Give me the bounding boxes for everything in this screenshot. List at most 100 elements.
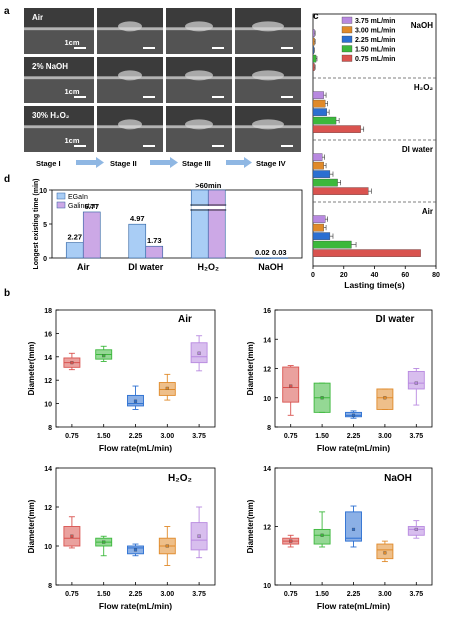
bar — [312, 91, 324, 99]
droplet — [252, 21, 284, 32]
droplet — [185, 119, 213, 130]
y-tick-label: 14 — [263, 337, 271, 344]
group-label: H₂O₂ — [414, 83, 434, 92]
bar — [190, 189, 209, 259]
scale-bar — [74, 145, 86, 147]
x-tick-label: 1.50 — [97, 591, 111, 598]
mean-marker — [165, 386, 169, 390]
box — [407, 370, 425, 390]
bar — [82, 211, 101, 259]
mean-marker — [165, 544, 169, 548]
legend-swatch — [56, 192, 66, 200]
panel-b-box-plots: 8 10 12 14 16 18 Diameter(mm) Flow rate(mL/min)… — [27, 308, 433, 611]
legend-swatch — [341, 16, 353, 24]
mean-marker — [70, 534, 74, 538]
scale-bar — [74, 47, 86, 49]
mean-marker — [102, 540, 106, 544]
x-tick-label: 3.75 — [192, 433, 206, 440]
legend-label: 3.75 mL/min — [355, 18, 395, 25]
bar-value-label: 0.02 — [255, 248, 270, 257]
droplet — [252, 70, 284, 81]
bar — [312, 232, 331, 240]
y-tick-label: 12 — [263, 525, 271, 532]
x-tick-label: 60 — [401, 272, 409, 279]
y-tick-label: 10 — [39, 188, 47, 195]
y-axis-label: Diameter(mm) — [246, 341, 255, 395]
scale-label: 1cm — [64, 136, 79, 145]
bar — [312, 170, 331, 178]
scale-label: 1cm — [64, 87, 79, 96]
x-axis-label: Flow rate(mL/min) — [317, 601, 390, 611]
mean-marker — [289, 539, 293, 543]
x-axis-label: Flow rate(mL/min) — [317, 443, 390, 453]
y-tick-label: 14 — [263, 466, 271, 473]
x-tick-label: 3.00 — [160, 433, 174, 440]
group-label: NaOH — [411, 21, 433, 30]
x-tick-label: DI water — [128, 262, 164, 272]
legend-swatch — [341, 26, 353, 34]
bar — [312, 37, 315, 46]
x-tick-label: 80 — [432, 272, 440, 279]
y-tick-label: 10 — [44, 544, 52, 551]
x-tick-label: 3.00 — [378, 591, 392, 598]
scale-bar — [281, 145, 293, 147]
y-tick-label: 12 — [44, 378, 52, 385]
bar — [312, 99, 326, 108]
mean-marker — [383, 551, 387, 555]
bar — [145, 245, 164, 259]
scale-bar — [143, 47, 155, 49]
bar — [312, 125, 361, 133]
y-tick-label: 5 — [43, 222, 47, 229]
photo-substrate — [24, 31, 94, 54]
chart-title: Air — [178, 314, 192, 325]
bar — [312, 29, 315, 37]
mean-marker — [102, 354, 106, 358]
photo-substrate — [235, 80, 301, 103]
bar — [312, 240, 352, 249]
photo-substrate — [97, 129, 163, 152]
bar — [312, 63, 315, 71]
stage-arrow-3 — [226, 157, 252, 168]
mean-marker — [197, 534, 201, 538]
legend-label: EGaIn — [68, 194, 88, 201]
y-tick-label: 8 — [48, 583, 52, 590]
droplet — [118, 70, 142, 81]
x-tick-label: 2.25 — [347, 591, 361, 598]
droplet-film — [24, 125, 94, 129]
photo-substrate — [97, 80, 163, 103]
legend-label: 3.00 mL/min — [355, 28, 395, 35]
scale-bar — [281, 96, 293, 98]
mean-marker — [197, 351, 201, 355]
x-tick-label: 3.00 — [160, 591, 174, 598]
y-tick-label: 8 — [48, 425, 52, 432]
stage-label-4: Stage IV — [256, 159, 286, 168]
mean-marker — [414, 527, 418, 531]
photo-substrate — [235, 129, 301, 152]
mean-marker — [414, 381, 418, 385]
panel-letter-b: b — [4, 288, 10, 299]
x-tick-label: 0.75 — [65, 433, 79, 440]
mean-marker — [133, 399, 138, 403]
y-tick-label: 14 — [44, 466, 52, 473]
y-tick-label: 18 — [44, 308, 52, 315]
bar — [312, 178, 338, 187]
bar — [312, 153, 323, 161]
droplet — [118, 21, 142, 32]
bar-value-label: 2.27 — [67, 233, 82, 242]
panel-a-photo-grid: Air 1cm 2% NaOH 1cm 30% H₂O₂ 1cm — [24, 8, 301, 152]
chart-title: H₂O₂ — [168, 473, 192, 484]
y-axis-label: Diameter(mm) — [27, 499, 36, 553]
x-tick-label: 3.75 — [409, 433, 423, 440]
bar-value-label: 1.73 — [147, 236, 162, 245]
y-tick-label: 8 — [267, 425, 271, 432]
y-axis-label: Diameter(mm) — [27, 341, 36, 395]
bar — [312, 249, 421, 257]
x-tick-label: 0.75 — [65, 591, 79, 598]
legend-swatch — [341, 45, 353, 53]
bar — [312, 223, 324, 232]
bar — [312, 108, 327, 116]
legend-swatch — [56, 201, 66, 209]
annotation: >60min — [195, 181, 221, 190]
stage-row: Stage I Stage II Stage III Stage IV — [36, 157, 286, 168]
